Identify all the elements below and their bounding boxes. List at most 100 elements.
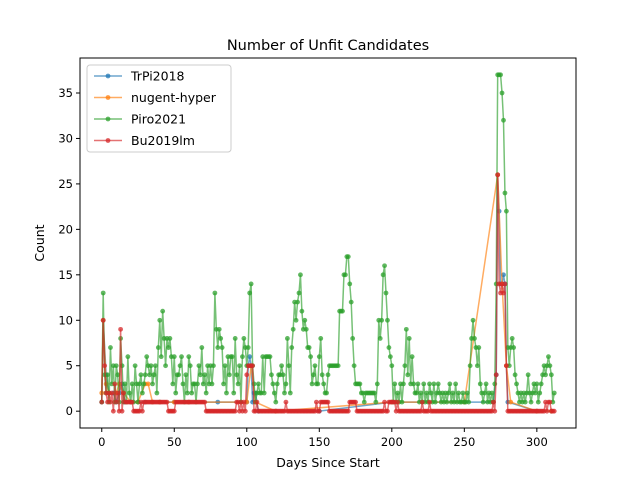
data-point <box>432 399 438 405</box>
axes-frame <box>79 57 577 429</box>
data-point <box>467 363 473 369</box>
data-point <box>166 345 171 350</box>
data-point <box>112 381 118 387</box>
legend-entry: Bu2019lm <box>94 133 195 148</box>
data-point <box>164 399 170 405</box>
data-point <box>403 326 409 332</box>
data-point <box>126 390 132 396</box>
data-point <box>248 281 254 287</box>
data-point <box>154 390 160 396</box>
data-point <box>115 372 121 378</box>
data-point <box>511 345 517 350</box>
data-point <box>153 363 158 369</box>
data-point <box>405 372 411 378</box>
data-point <box>232 408 238 414</box>
data-point <box>293 317 299 323</box>
data-point <box>544 408 550 414</box>
data-point <box>129 381 135 387</box>
data-point <box>343 272 348 278</box>
data-point <box>345 408 351 414</box>
data-point <box>171 354 177 360</box>
legend-entry: Piro2021 <box>94 112 186 127</box>
data-point <box>309 381 315 387</box>
y-tick-label: 35 <box>58 86 73 100</box>
data-point <box>386 345 392 350</box>
data-point <box>163 363 168 369</box>
data-point <box>215 345 221 350</box>
legend-swatch-marker <box>105 116 111 122</box>
data-point <box>200 381 206 387</box>
data-point <box>406 336 412 341</box>
y-tick-label: 20 <box>58 222 73 236</box>
data-point <box>399 399 405 405</box>
data-point <box>108 345 113 350</box>
data-point <box>411 381 416 387</box>
series-bu2019lm <box>99 172 557 414</box>
data-point <box>512 372 518 378</box>
data-point <box>379 317 385 323</box>
data-point <box>234 372 240 378</box>
data-point <box>254 399 260 405</box>
data-point <box>548 372 554 378</box>
data-point <box>499 90 505 96</box>
data-point <box>100 290 106 296</box>
data-point <box>155 345 161 350</box>
data-point <box>508 399 514 405</box>
data-point <box>108 399 113 405</box>
data-point <box>522 399 528 405</box>
data-point <box>419 399 425 405</box>
x-tick-label: 50 <box>167 435 182 449</box>
data-point <box>129 399 135 405</box>
data-point <box>237 363 242 369</box>
data-point <box>209 381 215 387</box>
data-point <box>380 272 386 278</box>
data-point <box>424 390 430 396</box>
x-tick-label: 150 <box>308 435 330 449</box>
data-point <box>229 354 235 360</box>
y-tick-label: 10 <box>58 313 73 327</box>
x-tick-label: 0 <box>98 435 105 449</box>
data-point <box>113 363 119 369</box>
legend-swatch-marker <box>105 95 111 100</box>
data-point <box>509 336 515 341</box>
data-point <box>158 354 164 360</box>
data-point <box>395 390 401 396</box>
data-point <box>232 336 238 341</box>
y-axis-label: Count <box>32 224 47 261</box>
data-point <box>218 336 224 341</box>
data-point <box>196 363 202 369</box>
data-point <box>503 208 509 214</box>
data-point <box>445 390 451 396</box>
data-point <box>472 336 477 341</box>
data-point <box>537 390 543 396</box>
data-point <box>490 399 496 405</box>
data-point <box>242 408 248 414</box>
legend-label: Piro2021 <box>131 112 186 127</box>
data-point <box>321 381 327 387</box>
data-point <box>132 363 138 369</box>
data-point <box>150 381 155 387</box>
data-point <box>415 381 421 387</box>
data-point <box>348 299 354 305</box>
data-point <box>299 308 305 314</box>
data-point <box>137 381 142 387</box>
y-axis-ticks: 0 5 10 15 20 25 30 35 <box>58 86 80 418</box>
data-point <box>447 381 453 387</box>
data-point <box>109 390 115 396</box>
data-point <box>271 390 277 396</box>
data-point <box>353 399 358 405</box>
data-point <box>144 354 150 360</box>
data-point <box>147 372 153 378</box>
data-point <box>377 336 383 341</box>
data-point <box>298 272 303 278</box>
data-point <box>535 399 541 405</box>
data-point <box>148 363 154 369</box>
data-point <box>476 345 482 350</box>
data-point <box>139 408 145 414</box>
y-tick-label: 30 <box>58 131 73 145</box>
data-point <box>283 381 289 387</box>
data-point <box>189 390 195 396</box>
x-axis-label: Days Since Start <box>276 455 380 470</box>
data-point <box>141 381 147 387</box>
data-point <box>428 390 434 396</box>
